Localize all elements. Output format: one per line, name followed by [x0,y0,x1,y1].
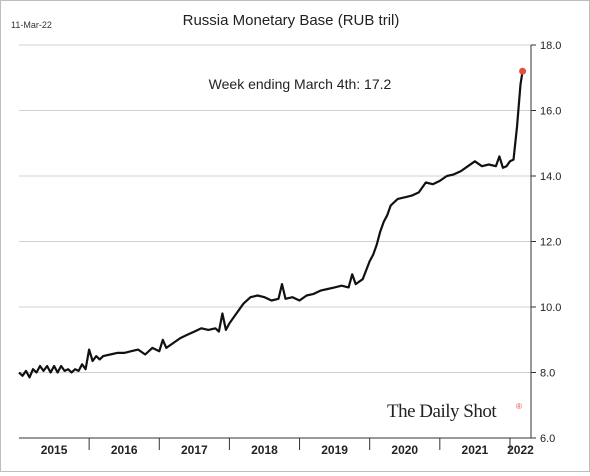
chart-title: Russia Monetary Base (RUB tril) [183,12,400,29]
x-tick-label-2022: 2022 [507,443,534,457]
y-tick-label-6: 18.0 [540,40,561,52]
y-tick-label-5: 16.0 [540,106,561,118]
series-line-0 [18,71,524,379]
y-tick-label-3: 12.0 [540,237,561,249]
x-tick-label-2019: 2019 [321,443,348,457]
gridlines [19,44,531,373]
x-tick-label-2015: 2015 [41,443,68,457]
x-tick-label-2021: 2021 [462,443,489,457]
x-tick-label-2020: 2020 [391,443,418,457]
y-tick-label-1: 8.0 [540,368,555,380]
date-stamp: 11-Mar-22 [11,20,52,30]
x-tick-label-2017: 2017 [181,443,208,457]
y-axis: 6.0 8.0 10.0 12.0 14.0 16.0 18.0 [530,40,561,445]
brand-mark: ® [516,402,522,411]
x-tick-label-2018: 2018 [251,443,278,457]
x-tick-label-2016: 2016 [111,443,138,457]
annotation-text: Week ending March 4th: 17.2 [209,76,392,92]
y-tick-label-0: 6.0 [540,433,555,445]
latest-point-marker [519,67,527,75]
y-tick-label-4: 14.0 [540,171,561,183]
y-tick-label-2: 10.0 [540,302,561,314]
brand-name: The Daily Shot [387,401,497,422]
x-axis: 2015 2016 2017 2018 2019 2020 2021 2022 [19,437,534,457]
series-lines [18,67,527,379]
brand-logo: The Daily Shot ® [387,401,522,422]
